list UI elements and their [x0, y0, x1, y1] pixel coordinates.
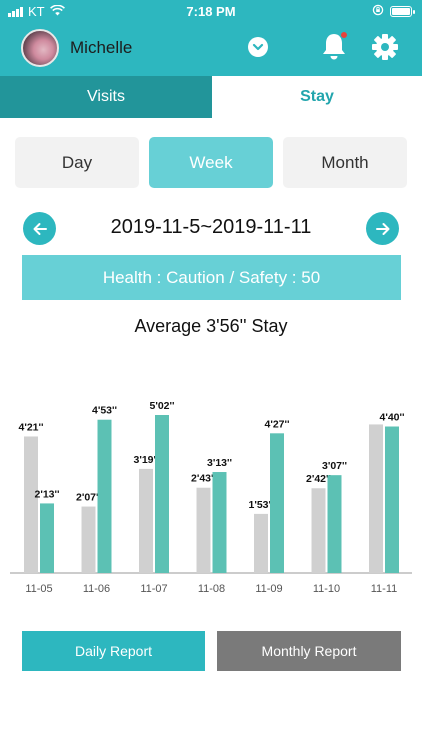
bar-value-label: 2'43'': [191, 473, 216, 485]
date-range-label: 2019-11-5~2019-11-11: [110, 216, 312, 238]
bar-value-label: 2'13'': [34, 488, 59, 500]
chevron-down-icon[interactable]: [248, 37, 268, 57]
bar-series-0-11-06: [81, 506, 96, 573]
notification-dot: [340, 31, 348, 39]
x-tick-label: 11-11: [371, 583, 398, 595]
health-status-banner: Health : Caution / Safety : 50: [22, 255, 401, 300]
bar-series-0-11-07: [139, 468, 153, 573]
tab-visits[interactable]: Visits: [0, 76, 212, 118]
bar-value-label: 2'42'': [306, 473, 331, 485]
next-week-button[interactable]: [366, 212, 399, 245]
status-time: 7:18 PM: [186, 4, 236, 19]
daily-report-button[interactable]: Daily Report: [22, 631, 205, 671]
bell-icon[interactable]: [320, 31, 348, 61]
username[interactable]: Michelle: [70, 38, 133, 57]
bar-value-label: 5'02'': [149, 400, 174, 412]
bar-series-1-11-11: [385, 426, 399, 573]
bar-value-label: 3'07'': [322, 460, 347, 472]
bar-series-0-11-10: [311, 488, 326, 573]
previous-week-button[interactable]: [23, 212, 56, 245]
avatar[interactable]: [21, 29, 59, 67]
app-header: Michelle: [0, 24, 422, 76]
x-tick-label: 11-09: [255, 583, 282, 595]
bar-value-label: 4'21'': [18, 421, 43, 433]
x-tick-label: 11-06: [83, 583, 110, 595]
bar-value-label: 4'53'': [92, 405, 117, 417]
bar-series-1-11-05: [40, 503, 54, 573]
bar-series-0-11-05: [24, 436, 38, 573]
carrier-label: KT: [28, 4, 45, 19]
bar-series-0-11-08: [196, 487, 211, 573]
bar-series-1-11-09: [270, 433, 284, 573]
x-tick-label: 11-07: [140, 583, 167, 595]
signal-bars-icon: [8, 6, 23, 17]
bar-series-1-11-10: [327, 475, 342, 573]
bar-value-label: 2'07'': [76, 492, 101, 504]
bar-value-label: 3'19'': [133, 454, 158, 466]
stay-bar-chart: 4'21'' 2'13'' 11-05 2'07'' 4'53'' 11-06 3'19''…: [10, 400, 412, 595]
average-stay-label: Average 3'56'' Stay: [134, 316, 288, 336]
battery-icon: [390, 6, 415, 17]
x-tick-label: 11-08: [198, 583, 225, 595]
bar-value-label: 1'53'': [248, 499, 273, 511]
bar-series-0-11-11: [369, 424, 383, 573]
bar-series-1-11-08: [212, 472, 227, 573]
monthly-report-button[interactable]: Monthly Report: [217, 631, 401, 671]
x-tick-label: 11-10: [313, 583, 340, 595]
status-bar: KT 7:18 PM: [0, 0, 422, 24]
period-month-button[interactable]: Month: [283, 137, 407, 188]
x-tick-label: 11-05: [25, 583, 52, 595]
period-week-button[interactable]: Week: [149, 137, 273, 188]
tab-stay[interactable]: Stay: [212, 76, 422, 118]
arrow-right-icon: [375, 222, 389, 235]
bar-series-0-11-09: [254, 513, 268, 573]
gear-icon[interactable]: [371, 33, 399, 61]
bar-series-1-11-07: [155, 415, 169, 573]
bar-series-1-11-06: [97, 419, 112, 573]
lock-rotation-icon: [372, 4, 384, 19]
wifi-icon: [49, 4, 65, 19]
main-tabs: Visits Stay: [0, 76, 422, 118]
arrow-left-icon: [33, 222, 47, 235]
bar-value-label: 4'40'': [379, 412, 404, 424]
period-day-button[interactable]: Day: [15, 137, 139, 188]
bar-value-label: 4'27'': [264, 418, 289, 430]
bar-value-label: 3'13'': [207, 457, 232, 469]
